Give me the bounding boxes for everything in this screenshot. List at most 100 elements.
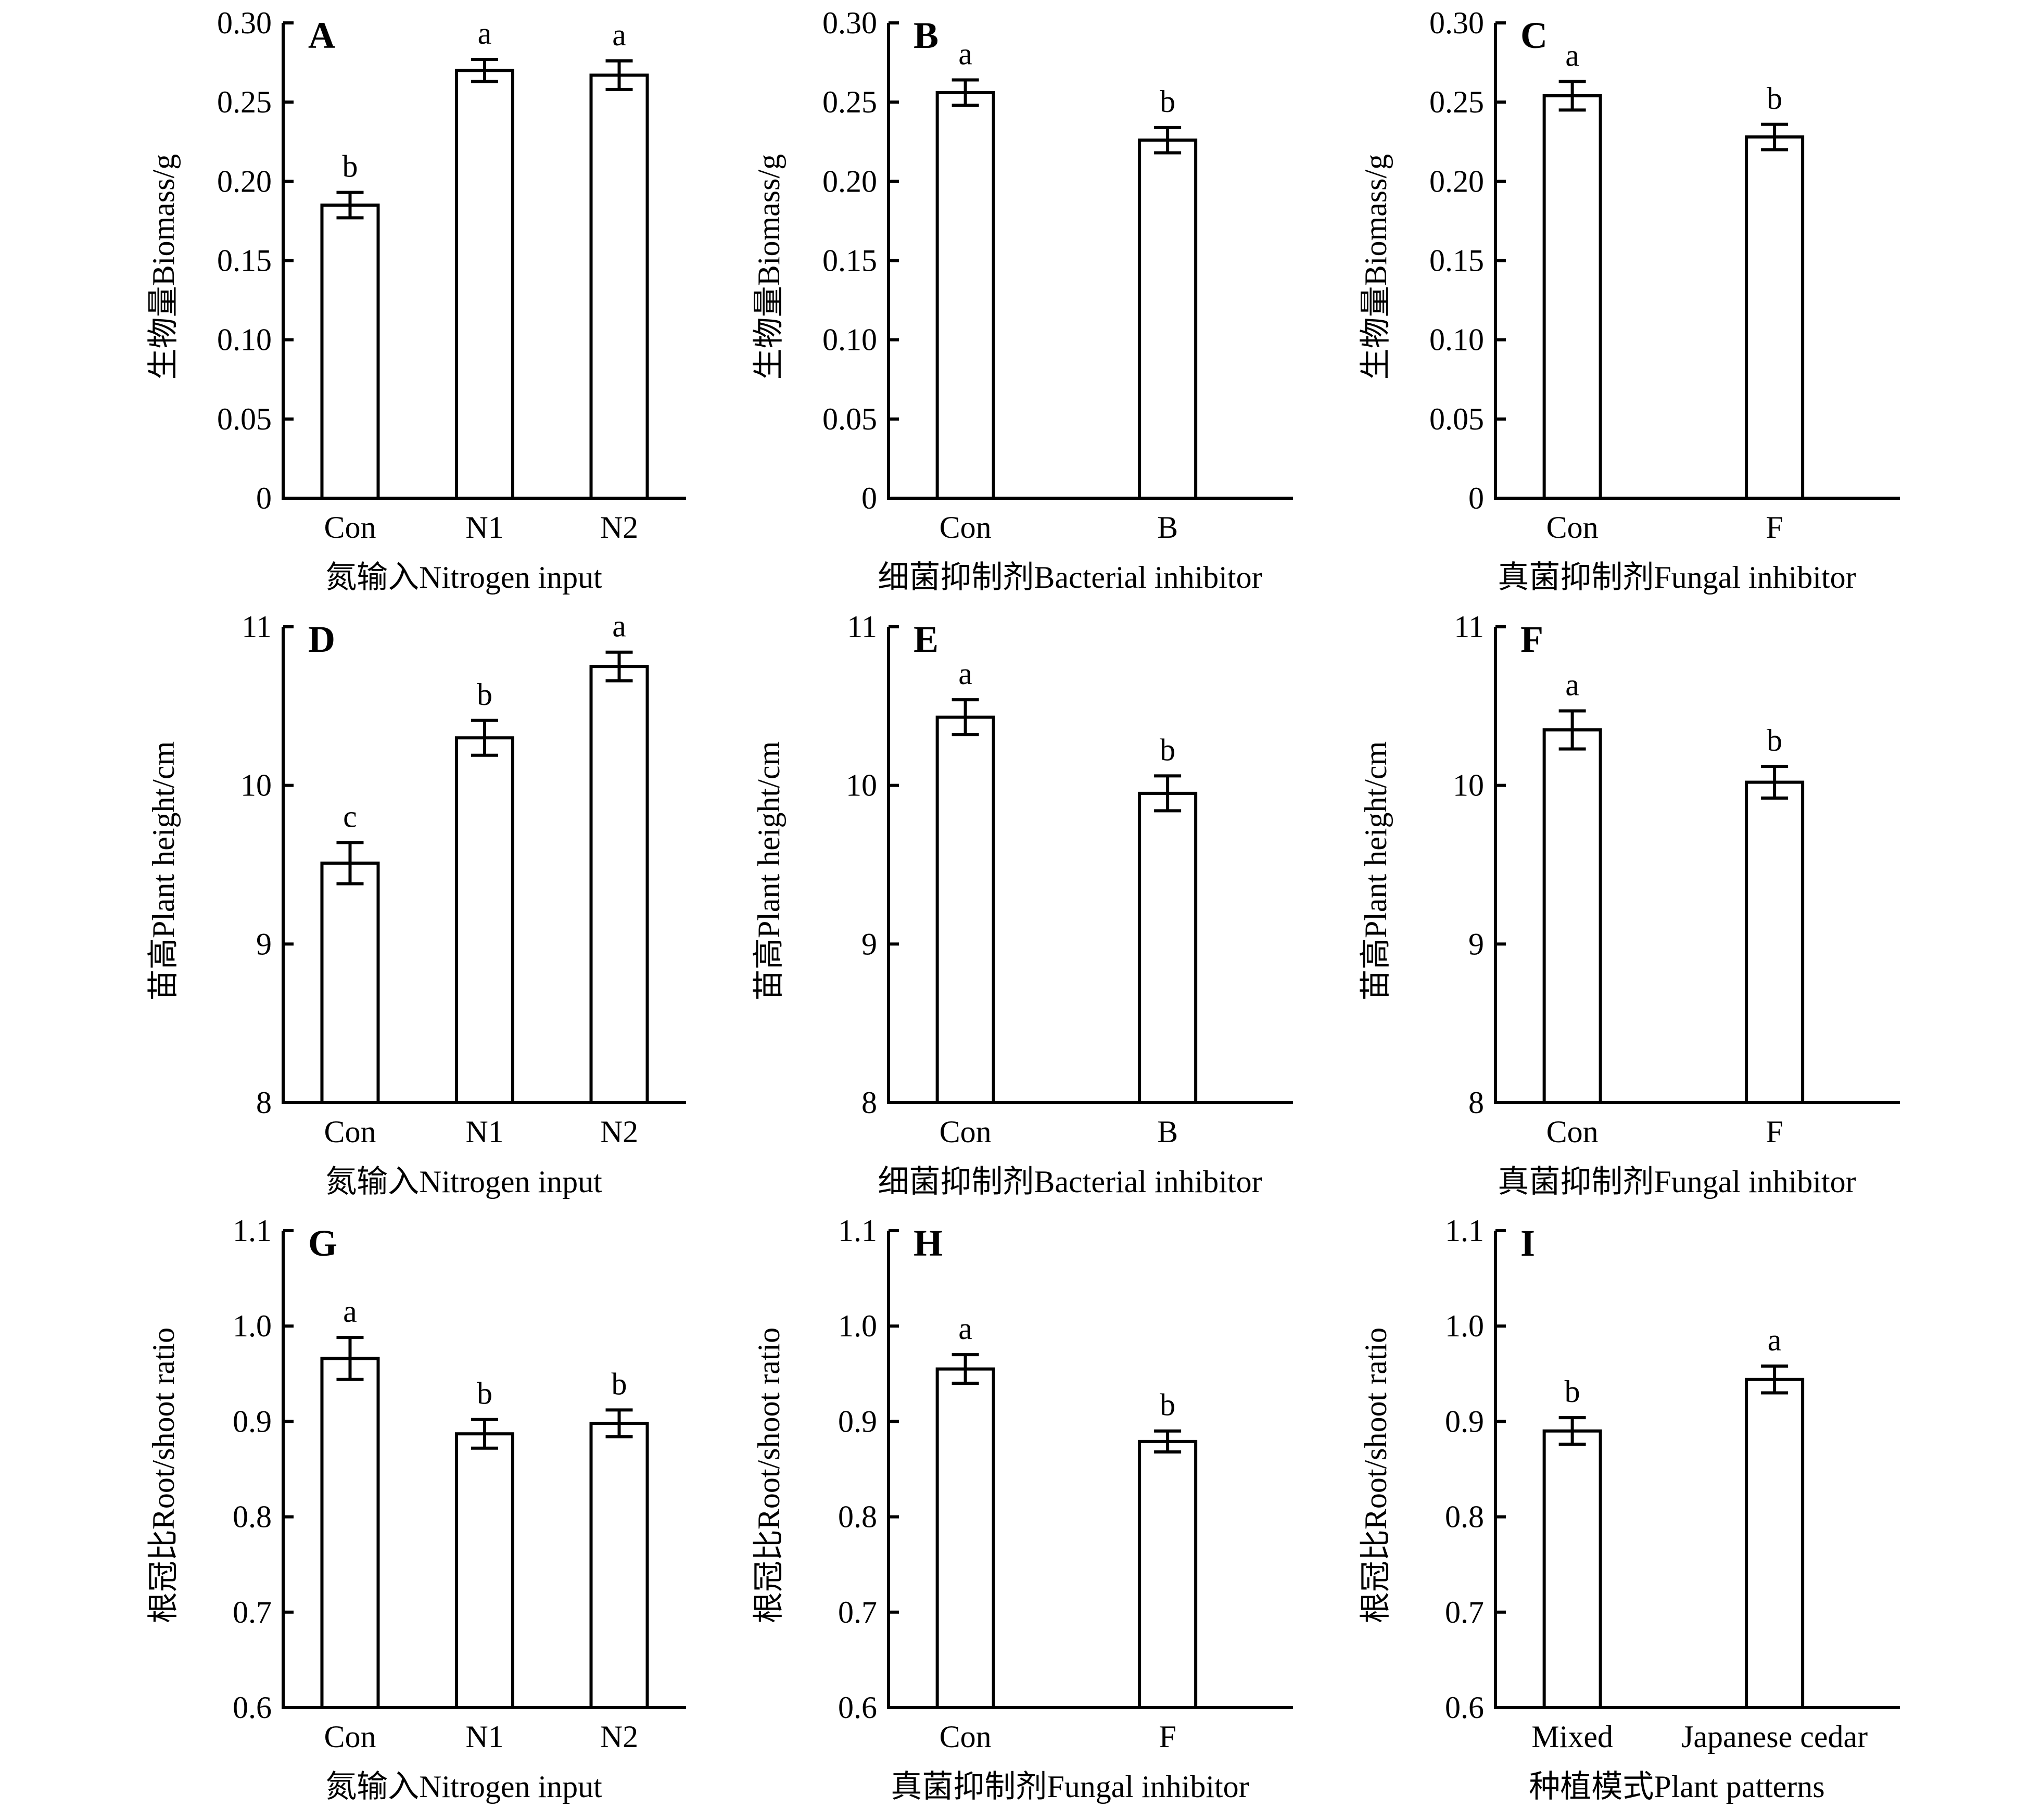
- panel-e-significance-letter: b: [1160, 732, 1175, 767]
- panel-a-y-tick-label: 0.25: [217, 85, 272, 119]
- panel-e-x-tick-label: B: [1157, 1115, 1178, 1149]
- panel-i-significance-letter: b: [1565, 1374, 1580, 1409]
- panel-b-significance-letter: b: [1160, 84, 1175, 119]
- panel-c-x-axis-title: 真菌抑制剂Fungal inhibitor: [1498, 560, 1856, 595]
- panel-c-y-tick-label: 0.30: [1429, 6, 1484, 40]
- panel-g-y-tick-label: 0.7: [233, 1595, 272, 1629]
- panel-g-bar-n2: [589, 1422, 649, 1709]
- panel-e-bar-b: [1138, 791, 1198, 1104]
- panel-a-letter: A: [308, 15, 335, 56]
- panel-c-y-axis-title: 生物量Biomass/g: [1359, 154, 1393, 380]
- panel-a-bar-n2: [589, 73, 649, 500]
- panel-a-y-tick-label: 0: [256, 481, 272, 515]
- panel-d-y-tick-label: 11: [242, 610, 272, 644]
- panel-h-x-tick-label: F: [1159, 1720, 1176, 1754]
- panel-c-bar-con: [1542, 94, 1602, 500]
- panel-g-y-tick-label: 1.0: [233, 1309, 272, 1343]
- panel-h-y-axis-title: 根冠比Root/shoot ratio: [752, 1328, 786, 1623]
- panel-c-letter: C: [1520, 15, 1548, 56]
- panel-i-y-tick-label: 0.6: [1445, 1690, 1484, 1725]
- panel-h-y-tick-label: 1.0: [838, 1309, 877, 1343]
- panel-h-y-tick-label: 1.1: [838, 1214, 877, 1248]
- panel-h-letter: H: [914, 1222, 943, 1264]
- panel-d-y-tick-label: 10: [240, 768, 272, 803]
- panel-f-bar-con: [1542, 728, 1602, 1104]
- panel-i-x-tick-label: Japanese cedar: [1681, 1720, 1868, 1754]
- panel-d-significance-letter: a: [612, 609, 626, 643]
- panel-a-x-tick-label: N2: [600, 510, 638, 545]
- panel-d-x-axis-title: 氮输入Nitrogen input: [325, 1165, 602, 1199]
- panel-i-y-tick-label: 1.1: [1445, 1214, 1484, 1248]
- panel-e-x-axis-title: 细菌抑制剂Bacterial inhibitor: [878, 1165, 1262, 1199]
- panel-d-bar-n1: [455, 736, 514, 1105]
- panel-a-y-tick-label: 0.20: [217, 164, 272, 198]
- panel-b-y-tick-label: 0.20: [822, 164, 877, 198]
- panel-f-bar-f: [1745, 780, 1805, 1105]
- panel-c-y-tick-label: 0.25: [1429, 85, 1484, 119]
- panel-h-y-tick-label: 0.7: [838, 1595, 877, 1629]
- panel-e-y-tick-label: 10: [846, 768, 877, 803]
- panel-d-bar-con: [320, 861, 380, 1105]
- panel-f-y-tick-label: 9: [1468, 927, 1484, 961]
- panel-b-y-tick-label: 0.15: [822, 244, 877, 278]
- panel-f-letter: F: [1520, 618, 1543, 660]
- panel-a-significance-letter: a: [612, 18, 626, 52]
- panel-a-y-tick-label: 0.30: [217, 6, 272, 40]
- panel-f-y-tick-label: 8: [1468, 1085, 1484, 1120]
- panel-i-x-axis-title: 种植模式Plant patterns: [1529, 1770, 1824, 1804]
- panel-d-x-tick-label: N1: [465, 1115, 503, 1149]
- panel-g-y-tick-label: 0.9: [233, 1404, 272, 1438]
- panel-e-y-tick-label: 8: [861, 1085, 877, 1120]
- panel-g-letter: G: [308, 1222, 337, 1264]
- panel-a-bar-con: [320, 203, 380, 500]
- panel-d-bar-n2: [589, 665, 649, 1104]
- panel-h-bar-f: [1138, 1439, 1198, 1710]
- panel-h-significance-letter: b: [1160, 1388, 1175, 1422]
- panel-d-y-tick-label: 9: [256, 927, 272, 961]
- panel-b-y-tick-label: 0.10: [822, 323, 877, 357]
- panel-f-y-axis-title: 苗高Plant height/cm: [1359, 741, 1393, 1001]
- panel-b-y-axis-title: 生物量Biomass/g: [752, 154, 786, 380]
- panel-c-x-tick-label: Con: [1546, 510, 1599, 545]
- panel-g-significance-letter: b: [477, 1376, 492, 1411]
- panel-c-bar-f: [1745, 135, 1805, 500]
- panel-g-y-tick-label: 0.8: [233, 1500, 272, 1534]
- panel-i-y-tick-label: 0.8: [1445, 1500, 1484, 1534]
- panel-c-y-tick-label: 0.10: [1429, 323, 1484, 357]
- panel-d-significance-letter: b: [477, 677, 492, 712]
- panel-d-x-tick-label: Con: [324, 1115, 376, 1149]
- panel-g-y-tick-label: 1.1: [233, 1214, 272, 1248]
- panel-e-y-tick-label: 11: [847, 610, 877, 644]
- panel-i-bar-japanese-cedar: [1745, 1377, 1805, 1709]
- panel-a-x-tick-label: Con: [324, 510, 376, 545]
- panel-c-y-tick-label: 0.20: [1429, 164, 1484, 198]
- panel-a-x-axis-title: 氮输入Nitrogen input: [325, 560, 602, 595]
- panel-f-x-tick-label: F: [1766, 1115, 1783, 1149]
- panel-a-x-tick-label: N1: [465, 510, 503, 545]
- panel-h-significance-letter: a: [958, 1311, 972, 1346]
- panel-a-bar-n1: [455, 69, 514, 500]
- panel-h-bar-con: [935, 1367, 995, 1709]
- panel-i-y-tick-label: 0.7: [1445, 1595, 1484, 1629]
- panel-b-x-axis-title: 细菌抑制剂Bacterial inhibitor: [878, 560, 1262, 595]
- panel-g-x-tick-label: N2: [600, 1720, 638, 1754]
- panel-e-y-axis-title: 苗高Plant height/cm: [752, 741, 786, 1001]
- panel-f-y-tick-label: 10: [1453, 768, 1484, 803]
- panel-b-y-tick-label: 0.30: [822, 6, 877, 40]
- panel-i-x-tick-label: Mixed: [1531, 1720, 1613, 1754]
- panel-g-y-tick-label: 0.6: [233, 1690, 272, 1725]
- panel-g-bar-n1: [455, 1432, 514, 1710]
- panel-f-x-axis-title: 真菌抑制剂Fungal inhibitor: [1498, 1165, 1856, 1199]
- panel-f-y-tick-label: 11: [1454, 610, 1484, 644]
- panel-a-significance-letter: a: [478, 16, 492, 50]
- panel-c-significance-letter: a: [1565, 39, 1579, 73]
- panel-h-y-tick-label: 0.6: [838, 1690, 877, 1725]
- panel-g-x-tick-label: Con: [324, 1720, 376, 1754]
- panel-e-x-tick-label: Con: [940, 1115, 992, 1149]
- panel-b-x-tick-label: B: [1157, 510, 1178, 545]
- panel-b-y-tick-label: 0: [861, 481, 877, 515]
- panel-g-x-axis-title: 氮输入Nitrogen input: [325, 1770, 602, 1804]
- panel-a-y-tick-label: 0.15: [217, 244, 272, 278]
- panel-b-y-tick-label: 0.25: [822, 85, 877, 119]
